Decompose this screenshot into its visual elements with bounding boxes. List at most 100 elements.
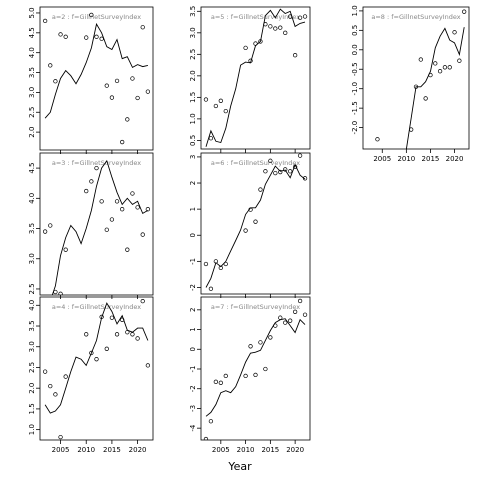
observed-point	[99, 36, 104, 41]
observed-point	[104, 83, 109, 88]
observed-point	[140, 25, 145, 30]
observed-point	[94, 165, 99, 171]
y-tick-label: 4.0	[28, 300, 36, 311]
panel-7: -4 -3 -2 -1 0 1 2 2005 2010 2015 2020 a=7 : f=Gilln…	[189, 296, 311, 454]
observed-point	[48, 63, 53, 68]
panel-frame	[39, 152, 154, 296]
observed-point	[258, 340, 263, 345]
panel-title: a=8 : f=GillnetSurveyIndex	[371, 13, 460, 21]
observed-point	[223, 261, 228, 267]
y-tick-label: -2.0	[351, 121, 359, 135]
observed-point	[223, 108, 228, 114]
fitted-line	[205, 318, 306, 417]
y-tick-label: 5.0	[28, 7, 36, 18]
observed-point	[130, 332, 135, 337]
y-tick-label: 2.0	[28, 127, 36, 138]
observed-point	[258, 39, 263, 44]
fitted-line	[44, 22, 149, 119]
observed-point	[213, 103, 219, 109]
observed-point	[89, 350, 94, 356]
y-tick-label: 3.0	[28, 87, 36, 98]
y-tick-label: 3.0	[189, 27, 197, 38]
y-tick-label: 0	[189, 233, 197, 237]
panel-5: -2 -1 0 1 2 3 a=6 : f=GillnetSurveyIndex	[189, 152, 311, 298]
observed-point	[109, 95, 115, 100]
y-tick-label: 4.0	[28, 47, 36, 58]
observed-point	[268, 158, 273, 163]
observed-point	[114, 332, 120, 337]
y-tick-label: 0	[189, 347, 197, 351]
x-tick-label: 2015	[103, 446, 121, 454]
observed-point	[283, 30, 288, 35]
observed-point	[288, 14, 293, 19]
observed-point	[63, 34, 68, 39]
observed-point	[302, 312, 308, 317]
panel-frame	[39, 6, 154, 151]
observed-point	[283, 167, 288, 172]
observed-point	[208, 136, 214, 141]
observed-point	[145, 89, 151, 94]
x-tick-label: 2020	[286, 446, 304, 454]
observed-point	[208, 286, 214, 291]
observed-point	[292, 309, 298, 314]
observed-point	[140, 232, 145, 237]
y-tick-label: -4	[189, 424, 197, 432]
observed-point	[452, 30, 457, 35]
observed-point	[135, 336, 140, 341]
observed-point	[263, 22, 268, 27]
observed-point	[58, 434, 63, 440]
observed-point	[248, 207, 253, 212]
y-tick-label: 0.5	[351, 25, 359, 36]
observed-point	[140, 298, 145, 304]
observed-point	[457, 58, 462, 63]
observed-point	[84, 332, 89, 337]
observed-point	[433, 61, 438, 66]
panel-title: a=6 : f=GillnetSurveyIndex	[211, 159, 300, 167]
observed-point	[125, 247, 130, 252]
observed-point	[248, 58, 253, 63]
observed-point	[437, 69, 443, 74]
y-tick-label: -1	[189, 366, 197, 373]
observed-point	[283, 320, 288, 325]
y-tick-label: 3	[189, 155, 197, 159]
observed-point	[53, 289, 58, 295]
observed-point	[58, 291, 63, 295]
panel-frame	[200, 152, 311, 295]
observed-point	[94, 357, 99, 362]
y-tick-label: 3.0	[28, 341, 36, 352]
fitted-line	[205, 8, 306, 147]
y-tick-label: -1.5	[351, 101, 359, 115]
y-tick-label: 2.5	[28, 107, 36, 118]
y-tick-label: 3.0	[28, 253, 36, 264]
x-tick-label: 2005	[52, 446, 70, 454]
observed-point	[114, 199, 120, 204]
panel-4: 2.5 3.0 3.5 4.0 4.5 a=3 : f=GillnetSurveyInde…	[28, 152, 154, 299]
y-tick-label: 2.5	[28, 362, 36, 373]
observed-point	[278, 169, 283, 175]
observed-point	[462, 9, 467, 14]
observed-point	[278, 315, 283, 320]
y-tick-label: 2	[189, 308, 197, 312]
observed-point	[42, 18, 48, 24]
y-tick-label: -0.5	[351, 62, 359, 76]
y-tick-label: 1	[189, 207, 197, 211]
observed-point	[213, 259, 219, 264]
panel-frame	[200, 6, 311, 150]
observed-point	[42, 229, 48, 234]
observed-point	[243, 228, 248, 233]
observed-point	[253, 372, 258, 378]
y-tick-label: 4.0	[28, 193, 36, 204]
observed-point	[302, 14, 308, 19]
observed-point	[263, 169, 268, 174]
observed-point	[268, 335, 273, 340]
fitted-line	[44, 302, 149, 414]
observed-point	[125, 330, 130, 335]
observed-point	[273, 26, 278, 31]
observed-point	[120, 317, 125, 322]
y-tick-label: -1.0	[351, 82, 359, 96]
observed-point	[53, 392, 58, 397]
fitted-line	[51, 159, 149, 295]
observed-point	[63, 247, 68, 252]
observed-point	[218, 380, 223, 385]
